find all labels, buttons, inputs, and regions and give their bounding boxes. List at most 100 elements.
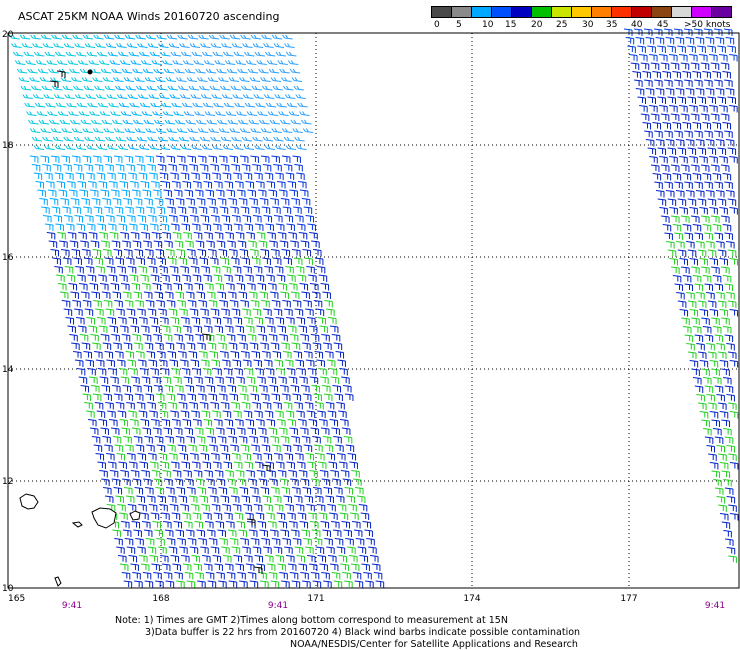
- wind-barb: [690, 62, 700, 70]
- wind-barb: [305, 546, 314, 554]
- wind-barb: [51, 206, 61, 214]
- wind-barb: [192, 368, 201, 376]
- wind-barb: [78, 111, 90, 116]
- wind-barb: [261, 206, 271, 214]
- wind-barb: [260, 249, 270, 257]
- wind-barb: [664, 130, 673, 138]
- wind-barb: [645, 37, 655, 45]
- wind-barb: [677, 147, 687, 155]
- wind-barb: [266, 563, 276, 571]
- wind-barb: [131, 111, 142, 116]
- wind-barb: [267, 111, 279, 116]
- wind-barb: [99, 232, 108, 240]
- wind-barb: [269, 478, 278, 486]
- wind-barb: [86, 223, 96, 231]
- wind-barb: [330, 470, 339, 478]
- wind-barb: [100, 68, 112, 74]
- wind-barb: [689, 258, 698, 266]
- wind-barb: [280, 291, 289, 299]
- wind-barb: [344, 487, 354, 495]
- wind-barb: [62, 206, 71, 214]
- wind-barb: [692, 275, 702, 283]
- wind-barb: [292, 393, 301, 401]
- wind-barb: [715, 190, 725, 198]
- wind-barb: [215, 521, 225, 529]
- wind-barb: [644, 79, 653, 87]
- wind-barb: [722, 122, 732, 130]
- wind-barb: [670, 215, 680, 223]
- wind-barb: [129, 181, 139, 189]
- wind-barb: [221, 94, 233, 99]
- wind-barb: [375, 580, 385, 588]
- legend-label: 15: [505, 20, 517, 30]
- wind-barb: [294, 402, 303, 410]
- wind-barb: [146, 257, 156, 265]
- wind-barb: [276, 419, 286, 427]
- wind-barb: [161, 274, 170, 282]
- wind-barb: [154, 291, 163, 299]
- wind-barb: [176, 342, 185, 350]
- wind-barb: [357, 546, 367, 554]
- wind-barb: [728, 54, 738, 62]
- wind-barb: [230, 206, 239, 214]
- wind-barb: [94, 257, 103, 265]
- wind-barb: [224, 419, 234, 427]
- wind-barb: [685, 88, 695, 96]
- wind-barb: [195, 119, 207, 125]
- wind-barb: [351, 470, 360, 478]
- wind-barb: [165, 487, 175, 495]
- wind-barb: [201, 317, 211, 325]
- wind-barb: [81, 77, 93, 82]
- wind-barb: [162, 470, 171, 478]
- wind-barb: [57, 232, 66, 240]
- wind-barb: [701, 317, 710, 325]
- wind-barb: [225, 232, 234, 240]
- wind-barb: [329, 563, 339, 571]
- wind-barb: [704, 283, 714, 291]
- wind-barb: [178, 495, 187, 503]
- wind-barb: [126, 308, 136, 316]
- wind-barb: [179, 94, 191, 99]
- wind-barb: [705, 139, 715, 147]
- wind-barb: [181, 102, 193, 108]
- wind-barb: [299, 521, 309, 529]
- wind-barb: [168, 215, 178, 223]
- wind-barb: [292, 538, 302, 546]
- wind-barb: [726, 496, 736, 504]
- wind-barb: [186, 342, 196, 350]
- wind-barb: [218, 487, 228, 495]
- wind-barb: [85, 266, 95, 274]
- wind-barb: [267, 232, 276, 240]
- wind-barb: [723, 428, 732, 436]
- wind-barb: [138, 410, 148, 418]
- wind-barb: [690, 215, 700, 223]
- wind-barb: [185, 240, 194, 248]
- wind-barb: [27, 119, 39, 125]
- wind-barb: [168, 453, 178, 461]
- wind-barb: [255, 368, 264, 376]
- wind-barb: [255, 512, 265, 520]
- legend-swatch: [691, 6, 712, 18]
- wind-barb: [179, 215, 189, 223]
- wind-barb: [243, 266, 252, 274]
- wind-barb: [644, 130, 653, 138]
- wind-barb: [694, 130, 703, 138]
- wind-barb: [82, 300, 92, 308]
- wind-barb: [197, 249, 207, 257]
- wind-barb: [344, 580, 353, 588]
- wind-barb: [182, 512, 191, 520]
- wind-barb: [654, 181, 663, 189]
- wind-barb: [650, 164, 660, 172]
- wind-barb: [223, 461, 232, 469]
- wind-barb: [291, 77, 303, 82]
- wind-barb: [168, 308, 178, 316]
- wind-barb: [190, 94, 201, 99]
- wind-barb: [150, 512, 160, 520]
- wind-barb: [228, 198, 237, 206]
- wind-barb: [70, 198, 80, 206]
- wind-barb: [365, 580, 374, 588]
- wind-barb: [691, 266, 700, 274]
- footnote-line-2: 3)Data buffer is 22 hrs from 20160720 4)…: [145, 627, 581, 638]
- wind-barb: [54, 145, 66, 150]
- wind-barb: [721, 266, 730, 274]
